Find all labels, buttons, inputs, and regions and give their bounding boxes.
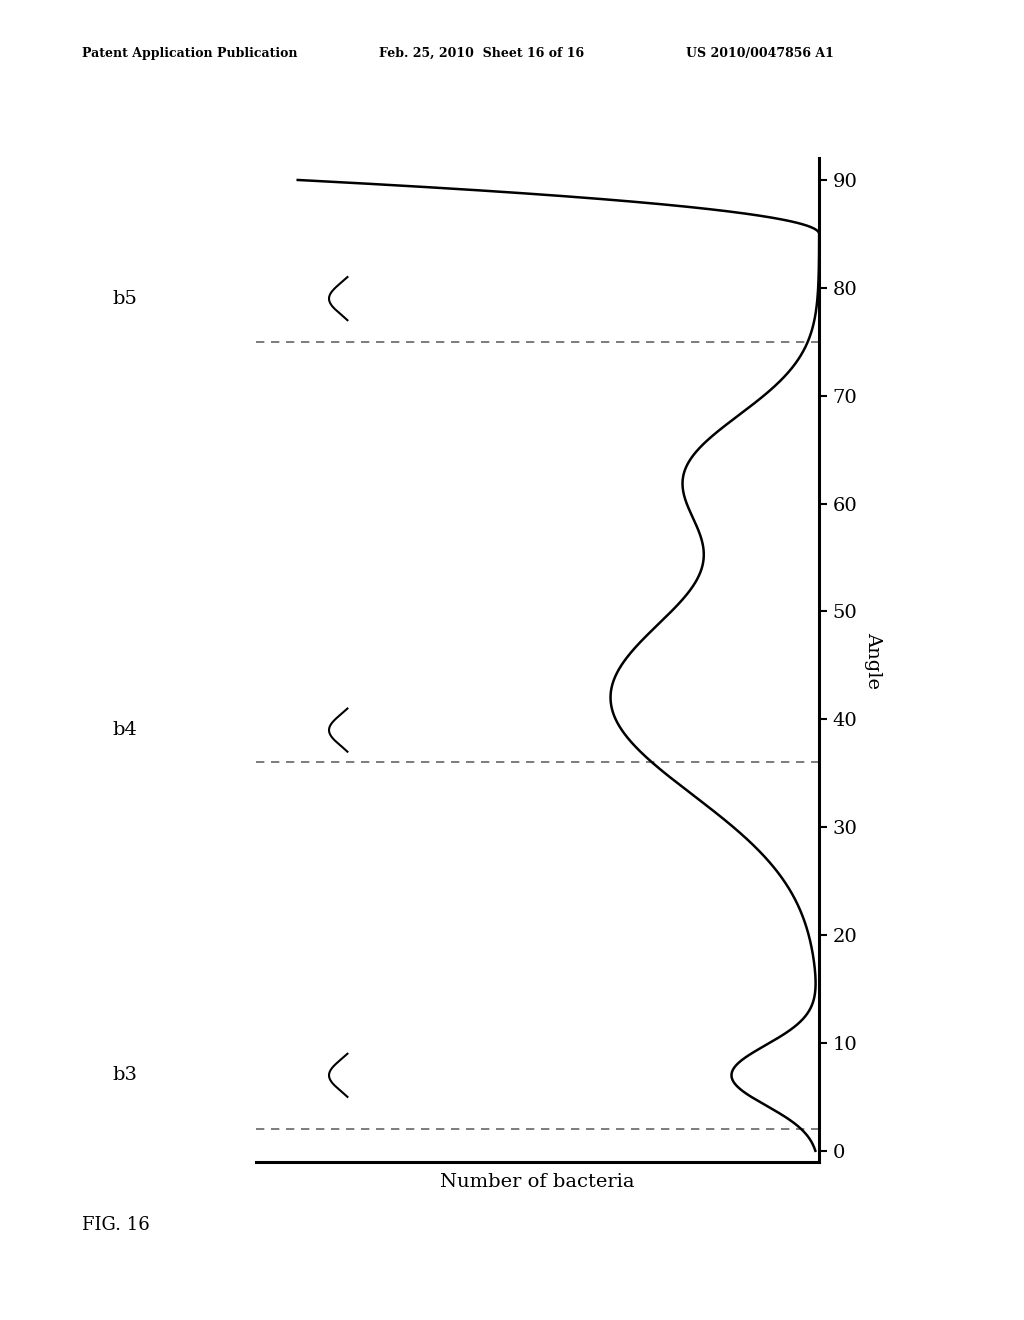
Text: US 2010/0047856 A1: US 2010/0047856 A1 bbox=[686, 46, 834, 59]
Text: Feb. 25, 2010  Sheet 16 of 16: Feb. 25, 2010 Sheet 16 of 16 bbox=[379, 46, 584, 59]
Text: b3: b3 bbox=[113, 1067, 137, 1084]
Text: Patent Application Publication: Patent Application Publication bbox=[82, 46, 297, 59]
Text: FIG. 16: FIG. 16 bbox=[82, 1216, 150, 1234]
Text: b5: b5 bbox=[113, 289, 137, 308]
Y-axis label: Angle: Angle bbox=[864, 631, 883, 689]
Text: b4: b4 bbox=[113, 721, 137, 739]
X-axis label: Number of bacteria: Number of bacteria bbox=[440, 1172, 635, 1191]
